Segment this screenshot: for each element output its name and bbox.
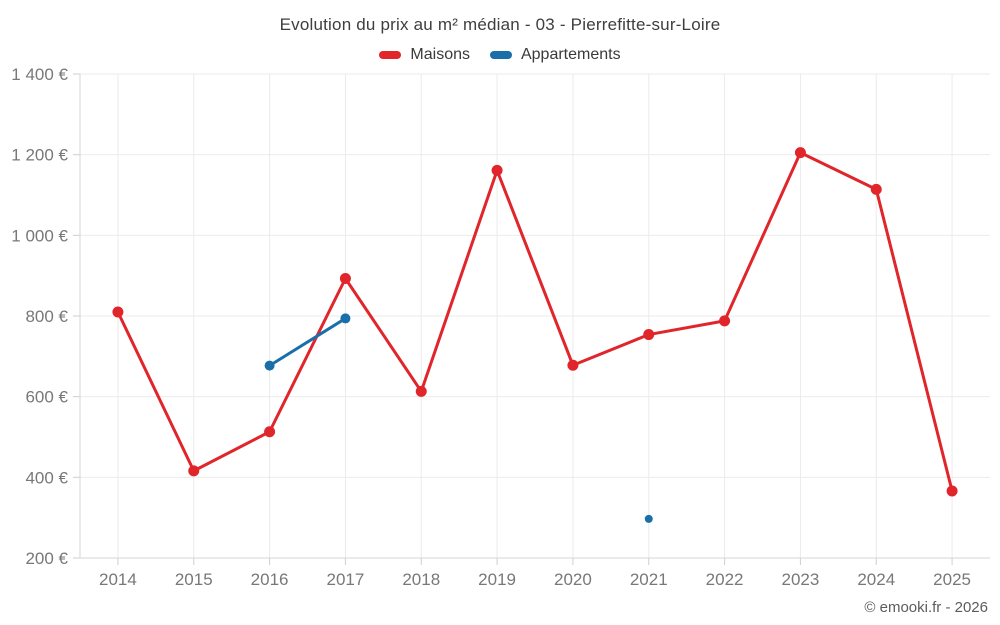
x-axis-label: 2022 (706, 570, 744, 589)
data-point-maisons-2014[interactable] (112, 306, 124, 318)
y-axis-label: 800 € (25, 307, 68, 326)
data-point-appartements-2016[interactable] (264, 360, 275, 371)
x-axis-label: 2014 (99, 570, 137, 589)
legend-item-maisons[interactable]: Maisons (379, 46, 470, 64)
y-axis-label: 400 € (25, 468, 68, 487)
x-axis-label: 2024 (857, 570, 895, 589)
copyright-watermark: © emooki.fr - 2026 (864, 599, 988, 616)
data-point-maisons-2018[interactable] (415, 385, 427, 397)
y-axis-label: 600 € (25, 388, 68, 407)
y-axis-label: 1 000 € (11, 226, 68, 245)
data-point-maisons-2022[interactable] (719, 315, 731, 327)
x-axis-label: 2015 (175, 570, 213, 589)
appartements-legend-swatch (489, 51, 512, 59)
x-axis-label: 2025 (933, 570, 971, 589)
data-point-appartements-2021[interactable] (644, 514, 653, 523)
legend-item-appartements[interactable]: Appartements (489, 46, 621, 64)
maisons-legend-label: Maisons (410, 46, 470, 63)
data-point-appartements-2017[interactable] (340, 313, 351, 324)
x-axis-label: 2018 (402, 570, 440, 589)
data-point-maisons-2021[interactable] (643, 329, 655, 341)
y-axis-label: 200 € (25, 549, 68, 568)
series-line-maisons (116, 151, 954, 493)
x-axis-label: 2020 (554, 570, 592, 589)
x-axis-label: 2017 (327, 570, 365, 589)
data-point-maisons-2020[interactable] (567, 359, 579, 371)
data-point-maisons-2019[interactable] (491, 164, 503, 176)
data-point-maisons-2017[interactable] (339, 272, 351, 284)
chart-legend: Maisons Appartements (0, 46, 1000, 64)
maisons-legend-swatch (379, 51, 402, 59)
y-axis-label: 1 400 € (11, 65, 68, 84)
data-point-maisons-2025[interactable] (946, 485, 958, 497)
chart-title: Evolution du prix au m² médian - 03 - Pi… (279, 15, 721, 34)
data-point-maisons-2024[interactable] (870, 183, 882, 195)
x-axis-label: 2019 (478, 570, 516, 589)
x-axis-label: 2023 (782, 570, 820, 589)
y-axis-label: 1 200 € (11, 146, 68, 165)
data-point-maisons-2016[interactable] (264, 426, 276, 438)
x-axis-label: 2016 (251, 570, 289, 589)
data-point-maisons-2023[interactable] (794, 147, 806, 159)
appartements-legend-label: Appartements (520, 46, 621, 63)
x-axis-label: 2021 (630, 570, 668, 589)
data-point-maisons-2015[interactable] (188, 465, 200, 477)
series-line-appartements (268, 316, 347, 368)
